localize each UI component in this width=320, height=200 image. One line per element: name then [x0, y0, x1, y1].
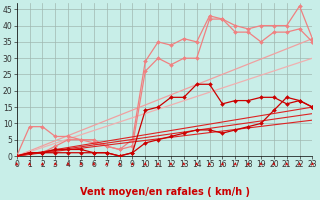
X-axis label: Vent moyen/en rafales ( km/h ): Vent moyen/en rafales ( km/h )	[80, 187, 250, 197]
